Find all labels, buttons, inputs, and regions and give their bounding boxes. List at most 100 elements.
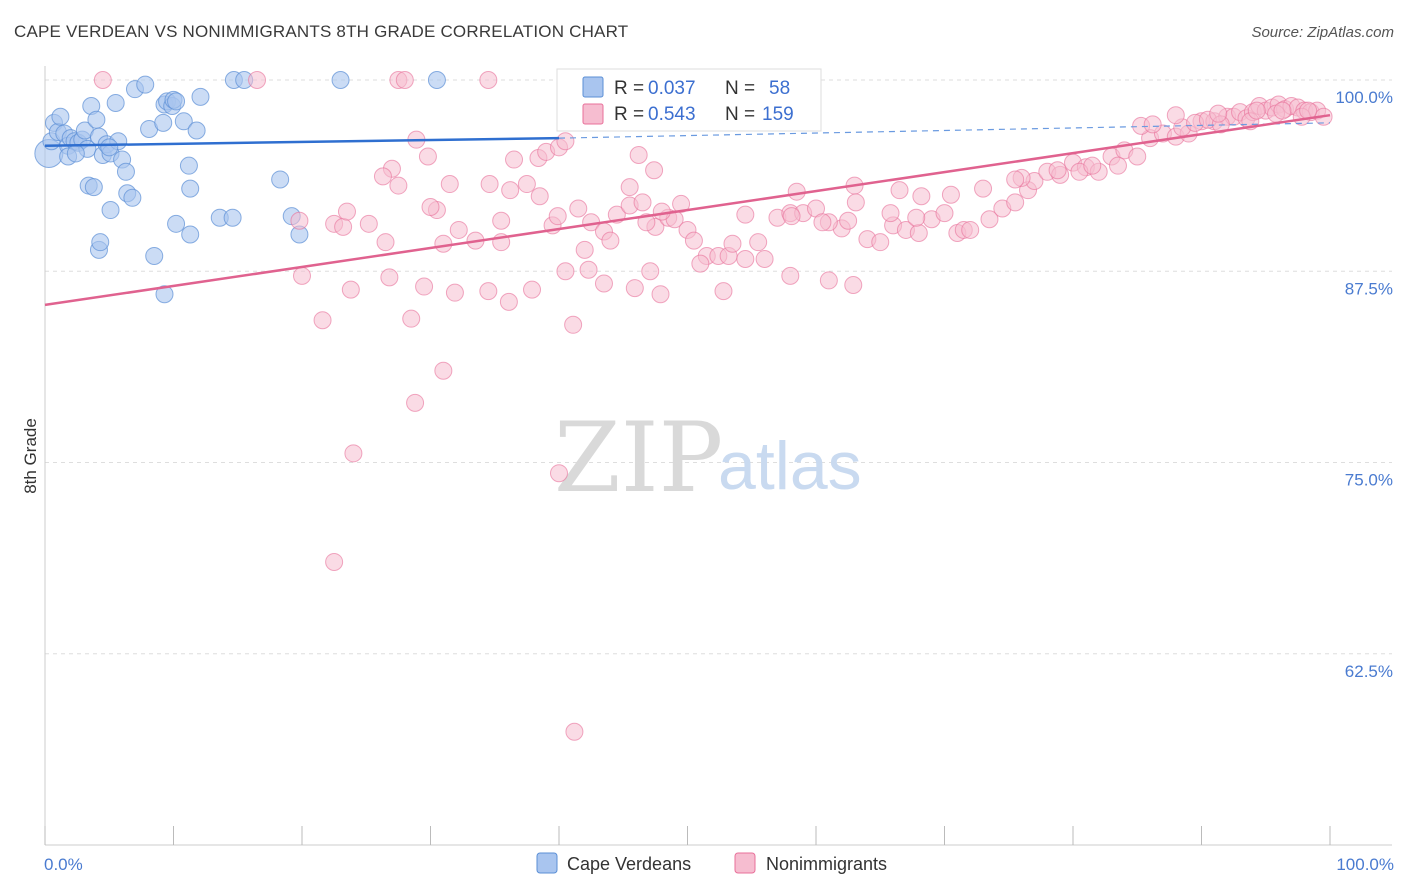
nonimmigrants-point-166 — [641, 262, 660, 281]
series-legend-nonimmigrants: Nonimmigrants — [766, 854, 887, 874]
nonimmigrants-point-159 — [313, 311, 332, 330]
nonimmigrants-point-128 — [480, 175, 499, 194]
y-tick-label-1: 75.0% — [1345, 471, 1393, 490]
nonimmigrants-point-146 — [736, 250, 755, 269]
x-tick-min: 0.0% — [44, 855, 83, 874]
nonimmigrants-point-0 — [93, 71, 112, 89]
y-axis-label: 8th Grade — [21, 418, 40, 494]
nonimmigrants-point-139 — [523, 280, 542, 299]
nonimmigrants-point-12 — [556, 132, 575, 151]
nonimmigrants-point-144 — [691, 254, 710, 273]
nonimmigrants-point-135 — [380, 268, 399, 287]
trend-line-cape-verdeans — [44, 136, 560, 148]
nonimmigrants-point-112 — [1247, 101, 1266, 120]
nonimmigrants-point-47 — [755, 250, 774, 269]
trend-line-nonimmigrants — [44, 113, 1331, 307]
nonimmigrants-point-163 — [782, 207, 801, 226]
legend-r-value-blue: 0.037 — [648, 78, 696, 99]
nonimmigrants-point-152 — [907, 208, 926, 227]
nonimmigrants-point-164 — [813, 213, 832, 232]
nonimmigrants-point-131 — [373, 167, 392, 186]
nonimmigrants-point-150 — [846, 193, 865, 212]
y-tick-label-3: 100.0% — [1335, 88, 1393, 107]
y-tick-label-2: 87.5% — [1345, 279, 1393, 298]
nonimmigrants-point-66 — [980, 210, 999, 229]
nonimmigrants-point-127 — [569, 199, 588, 218]
axes — [44, 66, 1392, 846]
nonimmigrants-point-158 — [564, 315, 583, 334]
nonimmigrants-point-129 — [440, 175, 459, 194]
nonimmigrants-point-160 — [402, 309, 421, 328]
nonimmigrants-point-172 — [565, 722, 584, 741]
nonimmigrants-point-134 — [341, 280, 360, 299]
nonimmigrants-point-157 — [499, 292, 518, 311]
nonimmigrants-point-161 — [548, 207, 567, 226]
nonimmigrants-point-130 — [421, 197, 440, 216]
cape-verdeans-point-55 — [271, 170, 290, 189]
nonimmigrants-point-122 — [787, 182, 806, 201]
nonimmigrants-point-62 — [935, 204, 954, 223]
legend-r-label-blue: R = — [614, 78, 644, 99]
nonimmigrants-point-41 — [575, 240, 594, 259]
nonimmigrants-point-68 — [1006, 193, 1025, 212]
nonimmigrants-point-4 — [479, 71, 498, 89]
nonimmigrants-point-46 — [723, 234, 742, 253]
nonimmigrants-point-1 — [248, 71, 267, 89]
cape-verdeans-point-46 — [179, 156, 198, 175]
nonimmigrants-point-34 — [334, 217, 353, 236]
cape-verdeans-point-31 — [116, 162, 135, 181]
cape-verdeans-point-14 — [87, 110, 106, 129]
cape-verdeans-point-48 — [181, 179, 200, 198]
nonimmigrants-point-14 — [645, 161, 664, 180]
cape-verdeans-point-42 — [155, 285, 174, 304]
nonimmigrants-point-149 — [844, 276, 863, 295]
cape-verdeans-point-29 — [100, 138, 119, 157]
nonimmigrants-point-169 — [325, 552, 344, 571]
nonimmigrants-point-116 — [1108, 156, 1127, 175]
legend-n-label-blue: N = — [725, 78, 755, 99]
nonimmigrants-point-42 — [684, 231, 703, 250]
watermark-zip: ZIP — [554, 402, 723, 514]
nonimmigrants-point-113 — [1273, 101, 1292, 120]
nonimmigrants-point-21 — [530, 187, 549, 206]
nonimmigrants-point-55 — [839, 211, 858, 230]
nonimmigrants-point-136 — [415, 277, 434, 296]
nonimmigrants-point-102 — [1143, 115, 1162, 134]
trend-line-cape-verdeans-extension — [558, 122, 1331, 139]
nonimmigrants-point-151 — [881, 204, 900, 223]
nonimmigrants-point-170 — [550, 464, 568, 483]
legend-r-value-pink: 0.543 — [648, 104, 696, 125]
cape-verdeans-point-58 — [331, 71, 350, 89]
nonimmigrants-point-143 — [651, 285, 670, 304]
chart-title: CAPE VERDEAN VS NONIMMIGRANTS 8TH GRADE … — [14, 22, 629, 41]
cape-verdeans-point-40 — [167, 92, 186, 111]
nonimmigrants-point-171 — [344, 444, 363, 463]
nonimmigrants-point-118 — [974, 179, 993, 198]
nonimmigrants-point-111 — [1209, 104, 1228, 123]
series-legend-swatch-pink — [734, 852, 756, 874]
source-label: Source: ZipAtlas.com — [1251, 24, 1394, 41]
legend-swatch-pink — [582, 103, 604, 125]
cape-verdeans-point-4 — [51, 107, 70, 126]
nonimmigrants-point-120 — [890, 181, 909, 200]
nonimmigrants-point-148 — [819, 271, 838, 290]
nonimmigrants-point-133 — [293, 266, 311, 285]
nonimmigrants-point-15 — [389, 176, 408, 195]
x-tick-labels: 0.0% 100.0% — [44, 855, 1394, 874]
nonimmigrants-point-110 — [1166, 106, 1185, 125]
nonimmigrants-point-8 — [505, 150, 524, 169]
series-legend-swatch-blue — [536, 852, 558, 874]
nonimmigrants-point-123 — [736, 205, 755, 224]
nonimmigrants-point-60 — [909, 224, 928, 242]
nonimmigrants-point-26 — [633, 193, 652, 212]
nonimmigrants-point-138 — [479, 282, 498, 301]
nonimmigrants-point-156 — [1083, 156, 1102, 175]
cape-verdeans-point-19 — [106, 93, 125, 112]
series-legend: Cape Verdeans Nonimmigrants — [536, 852, 887, 874]
x-tick-max: 100.0% — [1336, 855, 1394, 874]
nonimmigrants-point-32 — [290, 211, 309, 230]
nonimmigrants-point-37 — [434, 234, 453, 253]
cape-verdeans-points — [34, 71, 446, 304]
watermark-atlas: atlas — [718, 428, 862, 504]
